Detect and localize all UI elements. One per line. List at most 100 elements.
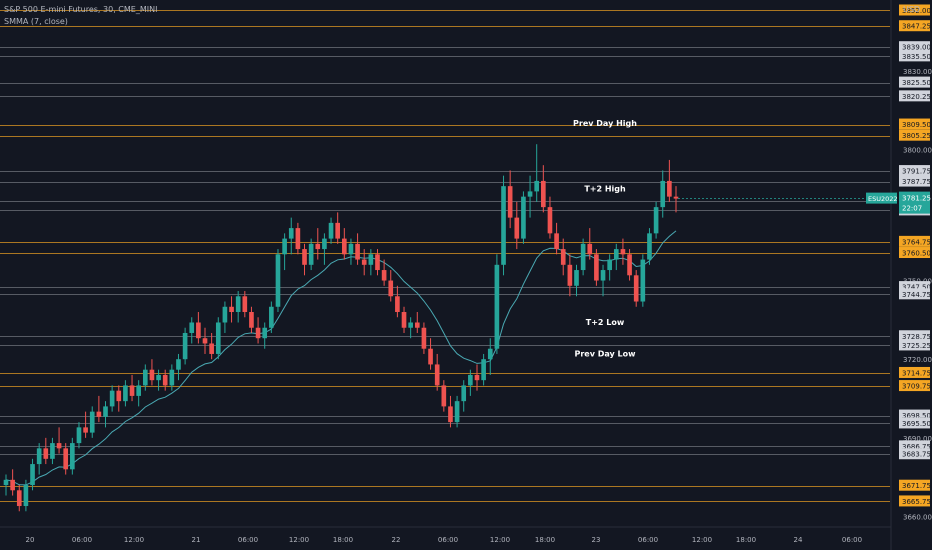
candle-body (142, 369, 148, 386)
candle-body (83, 427, 88, 433)
level-price-text: 3839.00 (902, 44, 931, 52)
candle-body (388, 280, 394, 297)
candle-body (521, 196, 526, 239)
level-price-tag (899, 41, 930, 53)
candle-body (401, 312, 407, 328)
level-price-tag (899, 175, 930, 187)
candle-body (196, 322, 201, 339)
level-price-tag (899, 281, 930, 293)
level-price-text: 3760.50 (902, 250, 931, 258)
level-price-tag (899, 417, 930, 429)
level-price-tag (899, 288, 930, 300)
level-price-text: 3695.50 (902, 420, 931, 428)
candle-body (454, 401, 460, 423)
annotation-label: T+2 High (584, 184, 626, 193)
time-tick-label: 18:00 (736, 536, 756, 544)
last-price-tag (899, 191, 930, 214)
candle-body (123, 385, 128, 402)
candle-body (474, 374, 480, 381)
candle-body (653, 207, 659, 234)
level-price-tag (899, 76, 930, 88)
time-tick-label: 12:00 (124, 536, 144, 544)
level-price-text: 3671.75 (902, 482, 931, 490)
candle-body (136, 385, 141, 396)
time-axis: 20 06:00 12:00 21 06:00 12:00 18:00 22 06:00 12:0… (26, 536, 863, 544)
time-tick-label: 22 (392, 536, 401, 544)
candle-body (182, 332, 188, 360)
level-price-text: 3728.75 (902, 333, 931, 341)
candle-body (30, 464, 35, 486)
annotation-label: Prev Day High (573, 119, 637, 128)
symbol-tag-text: ESU2022 (868, 195, 898, 203)
candle-body (607, 259, 612, 271)
time-tick-label: 23 (592, 536, 601, 544)
indicator-label[interactable]: SMMA (7, close) (4, 17, 68, 26)
candle-body (70, 443, 75, 470)
level-price-tag (899, 235, 930, 247)
candle-body (76, 427, 82, 444)
candle-body (10, 479, 15, 491)
candle-body (222, 306, 228, 323)
candle-body (534, 180, 540, 192)
candle-body (441, 385, 447, 407)
level-price-tag (899, 4, 930, 16)
candle-body (322, 238, 327, 250)
price-tick-label: 3830.00 (903, 68, 932, 76)
candle-body (620, 249, 626, 255)
candle-body (116, 390, 122, 402)
level-price-tag (899, 479, 930, 491)
symbol-title[interactable]: S&P 500 E-mini Futures, 30, CME_MINI (4, 5, 158, 14)
candle-body (43, 448, 49, 459)
level-price-tag (899, 339, 930, 351)
candle-body (567, 264, 573, 286)
level-price-text: 3698.50 (902, 412, 931, 420)
candle-body (269, 306, 274, 328)
candle-body (627, 254, 632, 276)
candle-body (673, 196, 679, 199)
price-tick-label: 3720.00 (903, 356, 932, 364)
candle-body (282, 238, 287, 255)
candle-body (541, 180, 546, 208)
price-tick-label: 3660.00 (903, 514, 932, 522)
candle-body (361, 259, 367, 265)
candle-body (302, 249, 307, 265)
level-price-text: 3825.50 (902, 79, 931, 87)
level-price-text: 3787.75 (902, 178, 931, 186)
candle-body (50, 443, 55, 459)
candle-body (414, 322, 420, 328)
candle-body (202, 338, 208, 344)
candle-body (461, 385, 467, 402)
candle-body (89, 411, 95, 433)
symbol-tag (866, 192, 897, 204)
level-price-tag (899, 50, 930, 62)
candle-body (275, 254, 281, 307)
candles (3, 144, 679, 512)
time-tick-label: 06:00 (638, 536, 658, 544)
time-tick-label: 06:00 (842, 536, 862, 544)
level-price-text: 3683.75 (902, 451, 931, 459)
candle-body (341, 238, 347, 255)
level-price-text: 3747.50 (902, 284, 931, 292)
time-tick-label: 24 (794, 536, 803, 544)
candle-body (600, 270, 606, 281)
level-price-text: 3686.75 (902, 443, 931, 451)
level-price-text: 3764.75 (902, 238, 931, 246)
candle-body (169, 369, 175, 386)
candle-body (348, 243, 354, 255)
candle-body (428, 348, 433, 365)
candle-body (408, 322, 413, 328)
level-price-tag (899, 409, 930, 421)
candle-body (421, 327, 427, 349)
candle-body (262, 327, 268, 339)
candle-body (109, 390, 115, 407)
candle-body (468, 374, 473, 386)
level-price-text: 3791.75 (902, 168, 931, 176)
candle-body (176, 359, 181, 370)
level-price-text: 3744.75 (902, 291, 931, 299)
level-price-tag (899, 118, 930, 130)
candle-body (501, 186, 506, 265)
candle-body (667, 180, 672, 197)
level-price-tag (899, 247, 930, 259)
candle-body (288, 228, 294, 239)
